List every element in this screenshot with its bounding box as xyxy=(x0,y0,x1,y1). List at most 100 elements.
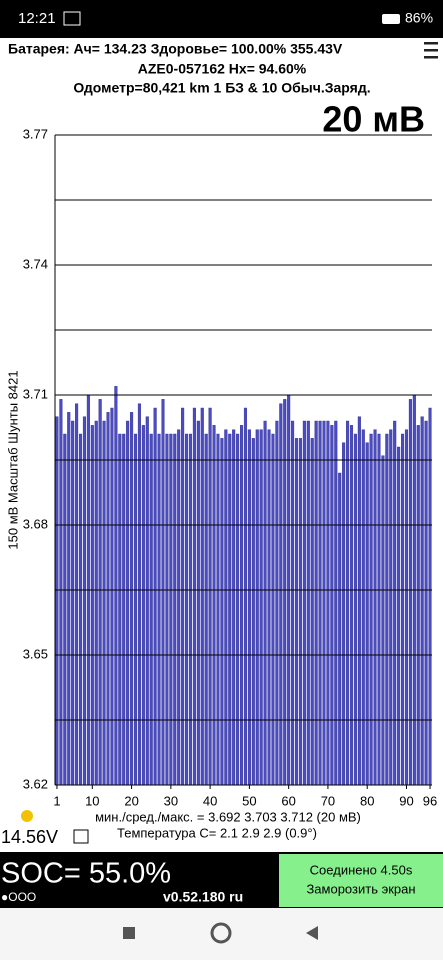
bar xyxy=(153,407,157,786)
bar xyxy=(314,420,318,786)
x-tick-label: 40 xyxy=(203,793,217,808)
bar xyxy=(106,412,110,786)
bar xyxy=(243,407,247,786)
x-tick-label: 20 xyxy=(124,793,138,808)
bar xyxy=(275,420,279,786)
scale-label: 20 мВ xyxy=(322,99,425,140)
bar xyxy=(365,442,369,786)
bar xyxy=(428,407,432,786)
bar xyxy=(306,420,310,786)
stats: мин./сред./макс. = 3.692 3.703 3.712 (20… xyxy=(95,809,361,824)
y-axis-label: 150 мВ Масштаб Шунты 8421 xyxy=(5,370,20,549)
bar xyxy=(161,399,165,786)
bar xyxy=(165,433,169,786)
x-tick-label: 80 xyxy=(360,793,374,808)
bar xyxy=(141,425,145,786)
bar xyxy=(169,433,173,786)
bar xyxy=(98,399,102,786)
bar xyxy=(389,429,393,786)
y-tick-label: 3.71 xyxy=(23,386,48,401)
bar xyxy=(349,425,354,786)
bar xyxy=(240,425,244,786)
bar xyxy=(118,433,122,786)
bar xyxy=(294,438,299,786)
bar xyxy=(369,433,373,786)
bar xyxy=(188,433,193,786)
bar xyxy=(82,416,86,786)
bar xyxy=(149,433,153,786)
x-tick-label: 70 xyxy=(321,793,335,808)
bar xyxy=(326,420,330,786)
menu-icon[interactable] xyxy=(424,42,438,59)
nav-bar xyxy=(0,908,443,960)
bar xyxy=(212,425,216,786)
bar xyxy=(59,399,63,786)
bar xyxy=(330,425,334,786)
bar xyxy=(381,455,385,786)
bar xyxy=(283,399,287,786)
bar xyxy=(75,403,79,786)
battery: 86% xyxy=(405,10,433,26)
pack-voltage: 14.56V xyxy=(1,827,58,847)
bar xyxy=(346,420,350,786)
bar xyxy=(185,433,189,786)
recents-button[interactable] xyxy=(123,927,135,939)
bar xyxy=(204,433,208,786)
x-tick-label: 1 xyxy=(53,793,60,808)
x-tick-label: 50 xyxy=(242,793,256,808)
bar xyxy=(377,433,381,786)
calendar-icon[interactable] xyxy=(73,829,89,844)
bar xyxy=(291,420,295,786)
button-text[interactable]: Заморозить экран xyxy=(306,881,415,896)
bar xyxy=(63,433,67,786)
x-tick-label: 30 xyxy=(164,793,178,808)
bar xyxy=(401,433,405,786)
bar xyxy=(342,442,346,786)
bar xyxy=(78,433,83,786)
bar xyxy=(385,433,389,786)
bar xyxy=(404,429,409,786)
freeze-button[interactable] xyxy=(279,854,443,907)
bar xyxy=(353,433,357,786)
battery-icon xyxy=(382,14,400,24)
bar xyxy=(216,433,220,786)
bar xyxy=(373,429,377,786)
bar xyxy=(267,429,271,786)
bar xyxy=(145,416,149,786)
bar xyxy=(318,420,322,786)
header-line: Батарея: Ач= 134.23 Здоровье= 100.00% 35… xyxy=(8,41,343,57)
bulb-icon xyxy=(21,810,33,822)
home-button[interactable] xyxy=(210,922,232,944)
button-text[interactable]: Соединено 4.50s xyxy=(310,862,413,877)
bar xyxy=(224,429,228,786)
bar xyxy=(55,416,59,786)
bar xyxy=(228,433,232,786)
bar xyxy=(424,420,428,786)
bar xyxy=(408,399,412,786)
bar xyxy=(196,420,200,786)
bar xyxy=(298,438,302,786)
x-tick-label: 90 xyxy=(399,793,413,808)
x-tick-label: 60 xyxy=(281,793,295,808)
gallery-icon xyxy=(63,11,81,26)
bar xyxy=(67,412,71,786)
header-line: Одометр=80,421 km 1 БЗ & 10 Обыч.Заряд. xyxy=(73,80,370,96)
bar xyxy=(236,433,240,786)
bar xyxy=(126,420,130,786)
bar xyxy=(416,425,420,786)
bar xyxy=(259,429,263,786)
bar xyxy=(255,429,259,786)
bar xyxy=(397,446,401,786)
back-button[interactable] xyxy=(306,926,318,940)
bar xyxy=(420,416,424,786)
version: v0.52.180 ru xyxy=(163,889,243,905)
bar xyxy=(338,472,342,786)
bar xyxy=(310,438,314,786)
soc: SOC= 55.0% xyxy=(1,858,171,890)
bar xyxy=(137,403,141,786)
bar xyxy=(393,420,397,786)
bar xyxy=(232,429,236,786)
bar xyxy=(263,420,267,786)
y-tick-label: 3.77 xyxy=(23,126,48,141)
bar xyxy=(181,407,185,786)
